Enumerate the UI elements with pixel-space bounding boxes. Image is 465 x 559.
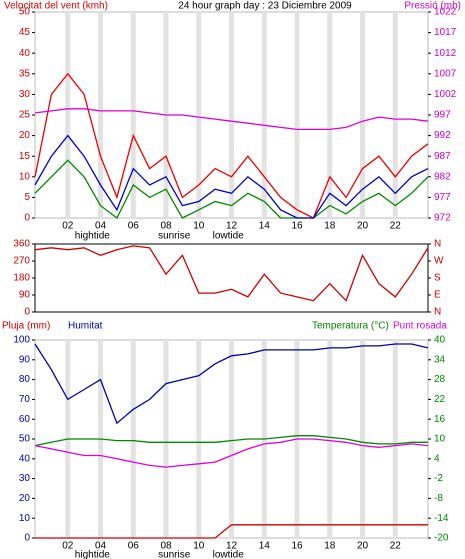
x-tick-label: 16 (291, 541, 303, 552)
y-tick-label: 45 (19, 27, 31, 38)
y2-tick-label: 987 (434, 151, 451, 162)
x-tick-label: 02 (62, 221, 74, 232)
y2-tick-label: 992 (434, 130, 451, 141)
y2-tick-label: 1012 (434, 48, 457, 59)
y-tick-label: 60 (19, 414, 31, 425)
x-tick-label: 12 (226, 541, 238, 552)
x-tick-label: 04 (95, 541, 107, 552)
y2-tick-label: 977 (434, 192, 451, 203)
legend-label: Temperatura (°C) (312, 321, 389, 332)
x-tick-label: 06 (128, 541, 140, 552)
y-tick-label: 0 (24, 307, 30, 318)
y2-tick-label: -20 (434, 533, 449, 544)
x-tick-label: 14 (259, 221, 271, 232)
y-tick-label: 30 (19, 89, 31, 100)
y-tick-label: 40 (19, 48, 31, 59)
x-tick-label: 20 (357, 221, 369, 232)
y-tick-label: 50 (19, 434, 31, 445)
y2-tick-label: 972 (434, 213, 451, 224)
annotation: lowtide (213, 550, 245, 559)
y2-tick-label: N (434, 307, 441, 318)
legend-label: Pluja (mm) (2, 321, 50, 332)
x-tick-label: 22 (390, 541, 402, 552)
y2-tick-label: 1007 (434, 68, 457, 79)
y-tick-label: 5 (24, 192, 30, 203)
y-tick-label: 0 (24, 213, 30, 224)
annotation: sunrise (158, 550, 191, 559)
x-tick-label: 18 (324, 541, 336, 552)
y-tick-label: 20 (19, 493, 31, 504)
y2-tick-label: E (434, 290, 441, 301)
y2-tick-label: 997 (434, 110, 451, 121)
y-tick-label: 180 (13, 273, 30, 284)
series-line (34, 108, 429, 131)
annotation: hightide (75, 550, 110, 559)
y-tick-label: 15 (19, 151, 31, 162)
y-tick-label: 90 (19, 290, 31, 301)
y2-tick-label: 1022 (434, 7, 457, 18)
wind-axis-label: Velocitat del vent (kmh) (4, 1, 108, 12)
y-tick-label: 10 (19, 513, 31, 524)
y-tick-label: 270 (13, 256, 30, 267)
y2-tick-label: 40 (434, 335, 446, 346)
y-tick-label: 80 (19, 374, 31, 385)
x-tick-label: 08 (160, 541, 172, 552)
x-tick-label: 20 (357, 541, 369, 552)
y2-tick-label: -14 (434, 513, 449, 524)
y-tick-label: 35 (19, 68, 31, 79)
series-line (34, 435, 428, 447)
y-tick-label: 70 (19, 394, 31, 405)
y-tick-label: 40 (19, 453, 31, 464)
series-line (34, 343, 429, 425)
legend-label: Humitat (68, 321, 103, 332)
y-tick-label: 50 (19, 7, 31, 18)
x-tick-label: 14 (259, 541, 271, 552)
y-tick-label: 0 (24, 533, 30, 544)
y-tick-label: 30 (19, 473, 31, 484)
series-line (34, 72, 429, 219)
annotation: hightide (75, 231, 110, 242)
x-tick-label: 08 (160, 221, 172, 232)
x-tick-label: 18 (324, 221, 336, 232)
x-tick-label: 22 (390, 221, 402, 232)
y-tick-label: 360 (13, 239, 30, 250)
y2-tick-label: W (434, 256, 444, 267)
y-tick-label: 100 (13, 335, 30, 346)
pressure-axis-label: Pressió (mb) (404, 1, 461, 12)
annotation: lowtide (213, 231, 245, 242)
series-line (34, 159, 429, 219)
y2-tick-label: 4 (434, 453, 440, 464)
y2-tick-label: S (434, 273, 441, 284)
legend-label: Punt rosada (393, 321, 447, 332)
y-tick-label: 20 (19, 130, 31, 141)
y2-tick-label: -8 (434, 493, 443, 504)
y2-tick-label: N (434, 239, 441, 250)
series-line (34, 438, 429, 468)
y2-tick-label: -2 (434, 473, 443, 484)
x-tick-label: 10 (193, 221, 205, 232)
y-tick-label: 10 (19, 171, 31, 182)
series-line (35, 524, 428, 539)
series-line (34, 134, 429, 219)
y2-tick-label: 28 (434, 374, 446, 385)
y-tick-label: 90 (19, 354, 31, 365)
x-tick-label: 16 (291, 221, 303, 232)
annotation: sunrise (158, 231, 191, 242)
series-line (34, 245, 429, 302)
y2-tick-label: 10 (434, 434, 446, 445)
y2-tick-label: 982 (434, 171, 451, 182)
x-tick-label: 06 (128, 221, 140, 232)
x-tick-label: 12 (226, 221, 238, 232)
x-tick-label: 04 (95, 221, 107, 232)
x-tick-label: 10 (193, 541, 205, 552)
x-tick-label: 02 (62, 541, 74, 552)
y2-tick-label: 34 (434, 354, 446, 365)
y2-tick-label: 16 (434, 414, 446, 425)
chart-title: 24 hour graph day : 23 Diciembre 2009 (178, 1, 352, 12)
y2-tick-label: 22 (434, 394, 446, 405)
y2-tick-label: 1002 (434, 89, 457, 100)
y2-tick-label: 1017 (434, 27, 457, 38)
y-tick-label: 25 (19, 110, 31, 121)
